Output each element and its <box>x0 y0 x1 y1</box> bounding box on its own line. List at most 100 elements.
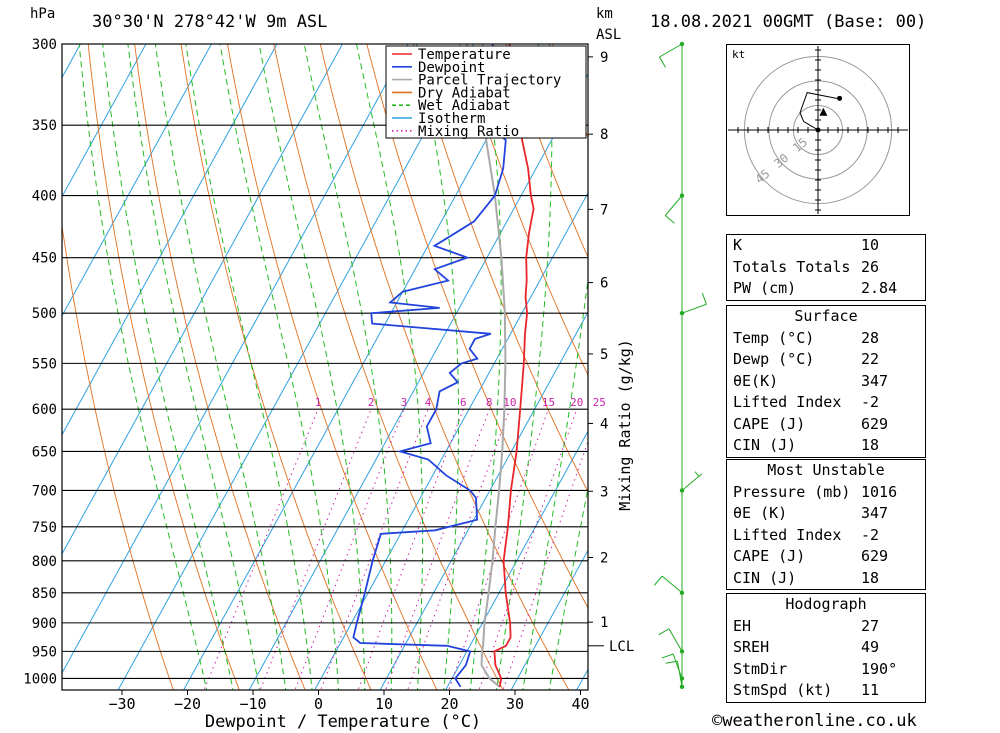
dry-adiabat <box>319 44 570 690</box>
most-unstable-row-value: 1016 <box>861 482 898 501</box>
surface-row: Temp (°C) 28 <box>727 328 925 350</box>
surface-row-value: -2 <box>861 393 880 411</box>
legend-label: Parcel Trajectory <box>418 73 561 89</box>
most-unstable-row-value: 347 <box>861 504 889 522</box>
temp-tick-label: 30 <box>506 695 524 713</box>
index-row: K 10 <box>727 235 925 257</box>
wet-adiabat <box>258 44 366 690</box>
hodograph-stat-row-label: EH <box>733 616 752 635</box>
pressure-tick-label: 750 <box>32 520 57 536</box>
wet-adiabat <box>154 44 287 690</box>
dry-adiabat <box>505 44 588 259</box>
most-unstable-row-value: 18 <box>861 568 880 587</box>
index-row: PW (cm) 2.84 <box>727 278 925 300</box>
dry-adiabat <box>459 44 588 377</box>
surface-row: Dewp (°C) 22 <box>727 349 925 371</box>
isotherm-line <box>314 191 588 690</box>
isotherm-line <box>62 44 409 675</box>
most-unstable-title: Most Unstable <box>767 461 885 479</box>
index-row-value: 26 <box>861 257 880 276</box>
isotherm-line <box>0 26 25 694</box>
mixing-ratio-label: 6 <box>460 396 467 409</box>
surface-row: Lifted Index -2 <box>727 392 925 414</box>
dewpoint-line <box>352 44 507 688</box>
credit-link[interactable]: ©weatheronline.co.uk <box>712 711 917 731</box>
dry-adiabat <box>134 44 306 690</box>
hodograph-start-dot <box>815 127 821 133</box>
hodograph-stat-row-value: 11 <box>861 681 880 699</box>
dry-adiabat <box>227 44 438 690</box>
lcl-label: LCL <box>609 639 634 655</box>
wet-adiabat <box>185 44 313 690</box>
surface-title: Surface <box>794 307 858 325</box>
height-tick-label: 3 <box>600 484 608 500</box>
height-unit-km: km <box>596 6 613 22</box>
most-unstable-row-label: θE (K) <box>733 504 788 522</box>
surface-row-value: 347 <box>861 371 889 390</box>
temperature-line <box>493 44 535 687</box>
surface-row: CAPE (J) 629 <box>727 414 925 436</box>
indices-panel: K 10 Totals Totals 26 PW (cm) 2.84 <box>726 234 926 301</box>
dry-adiabat <box>180 44 372 690</box>
mixing-ratio-line <box>259 409 372 690</box>
legend-label: Dry Adiabat <box>418 85 511 101</box>
hodograph-stat-row: StmDir 190° <box>727 659 925 681</box>
wind-barb-dot <box>679 676 685 681</box>
pressure-tick-label: 450 <box>32 251 57 267</box>
mixing-ratio-label: 8 <box>486 396 493 409</box>
wind-barb-dot <box>679 684 685 689</box>
wind-barb-staff <box>659 43 683 58</box>
isotherm-line <box>62 44 278 436</box>
index-row-value: 10 <box>861 236 880 254</box>
hodograph-stat-row: EH 27 <box>727 616 925 638</box>
hodograph-stat-row-value: 190° <box>861 659 898 678</box>
pressure-tick-label: 350 <box>32 118 57 134</box>
legend-label: Dewpoint <box>418 60 485 76</box>
mixing-ratio-label: 25 <box>593 396 606 409</box>
surface-row-label: CIN (J) <box>733 436 797 454</box>
surface-row: θE(K) 347 <box>727 371 925 393</box>
pressure-tick-label: 400 <box>32 189 57 205</box>
height-tick-label: 9 <box>600 50 608 66</box>
most-unstable-row: Pressure (mb) 1016 <box>727 482 925 504</box>
height-tick-label: 5 <box>600 347 608 363</box>
wet-adiabat <box>303 44 393 690</box>
background-lines <box>0 26 1000 694</box>
wind-barb-dot <box>679 590 685 595</box>
hodograph-unit-label: kt <box>732 48 745 61</box>
wet-adiabat <box>127 44 260 690</box>
legend-label: Temperature <box>418 47 511 63</box>
temp-tick-label: 0 <box>314 695 323 713</box>
wet-adiabat <box>469 44 502 690</box>
dry-adiabat <box>914 26 1000 694</box>
height-unit-asl: ASL <box>596 27 622 43</box>
hodograph-stat-row: StmSpd (kt) 11 <box>727 680 925 702</box>
storm-motion-marker <box>819 107 828 116</box>
wind-barb-staff <box>661 575 683 594</box>
dry-adiabat <box>960 26 1000 694</box>
hodograph-stat-row-value: 49 <box>861 638 880 656</box>
pressure-unit-label: hPa <box>30 6 56 22</box>
wind-barb-flag <box>664 215 675 224</box>
legend-label: Isotherm <box>418 111 485 127</box>
parcel-trajectory-line <box>465 44 507 688</box>
profile-lines <box>352 44 535 688</box>
hodograph-stat-row-label: SREH <box>733 638 770 656</box>
pressure-tick-label: 600 <box>32 402 57 418</box>
wind-barb-dot <box>679 41 685 47</box>
pressure-tick-label: 950 <box>32 644 57 660</box>
isotherm-line <box>62 44 344 555</box>
dry-adiabat <box>412 44 588 493</box>
surface-row-value: 629 <box>861 414 889 433</box>
hodograph-stat-row: SREH 49 <box>727 637 925 659</box>
pressure-tick-label: 550 <box>32 356 57 372</box>
most-unstable-row-label: CAPE (J) <box>733 547 806 565</box>
wet-adiabat <box>495 44 553 690</box>
most-unstable-row-label: Pressure (mb) <box>733 482 851 501</box>
most-unstable-row-value: -2 <box>861 525 880 544</box>
surface-row-label: CAPE (J) <box>733 414 806 433</box>
wind-barb-dot <box>679 310 685 316</box>
legend-label: Wet Adiabat <box>418 98 511 114</box>
